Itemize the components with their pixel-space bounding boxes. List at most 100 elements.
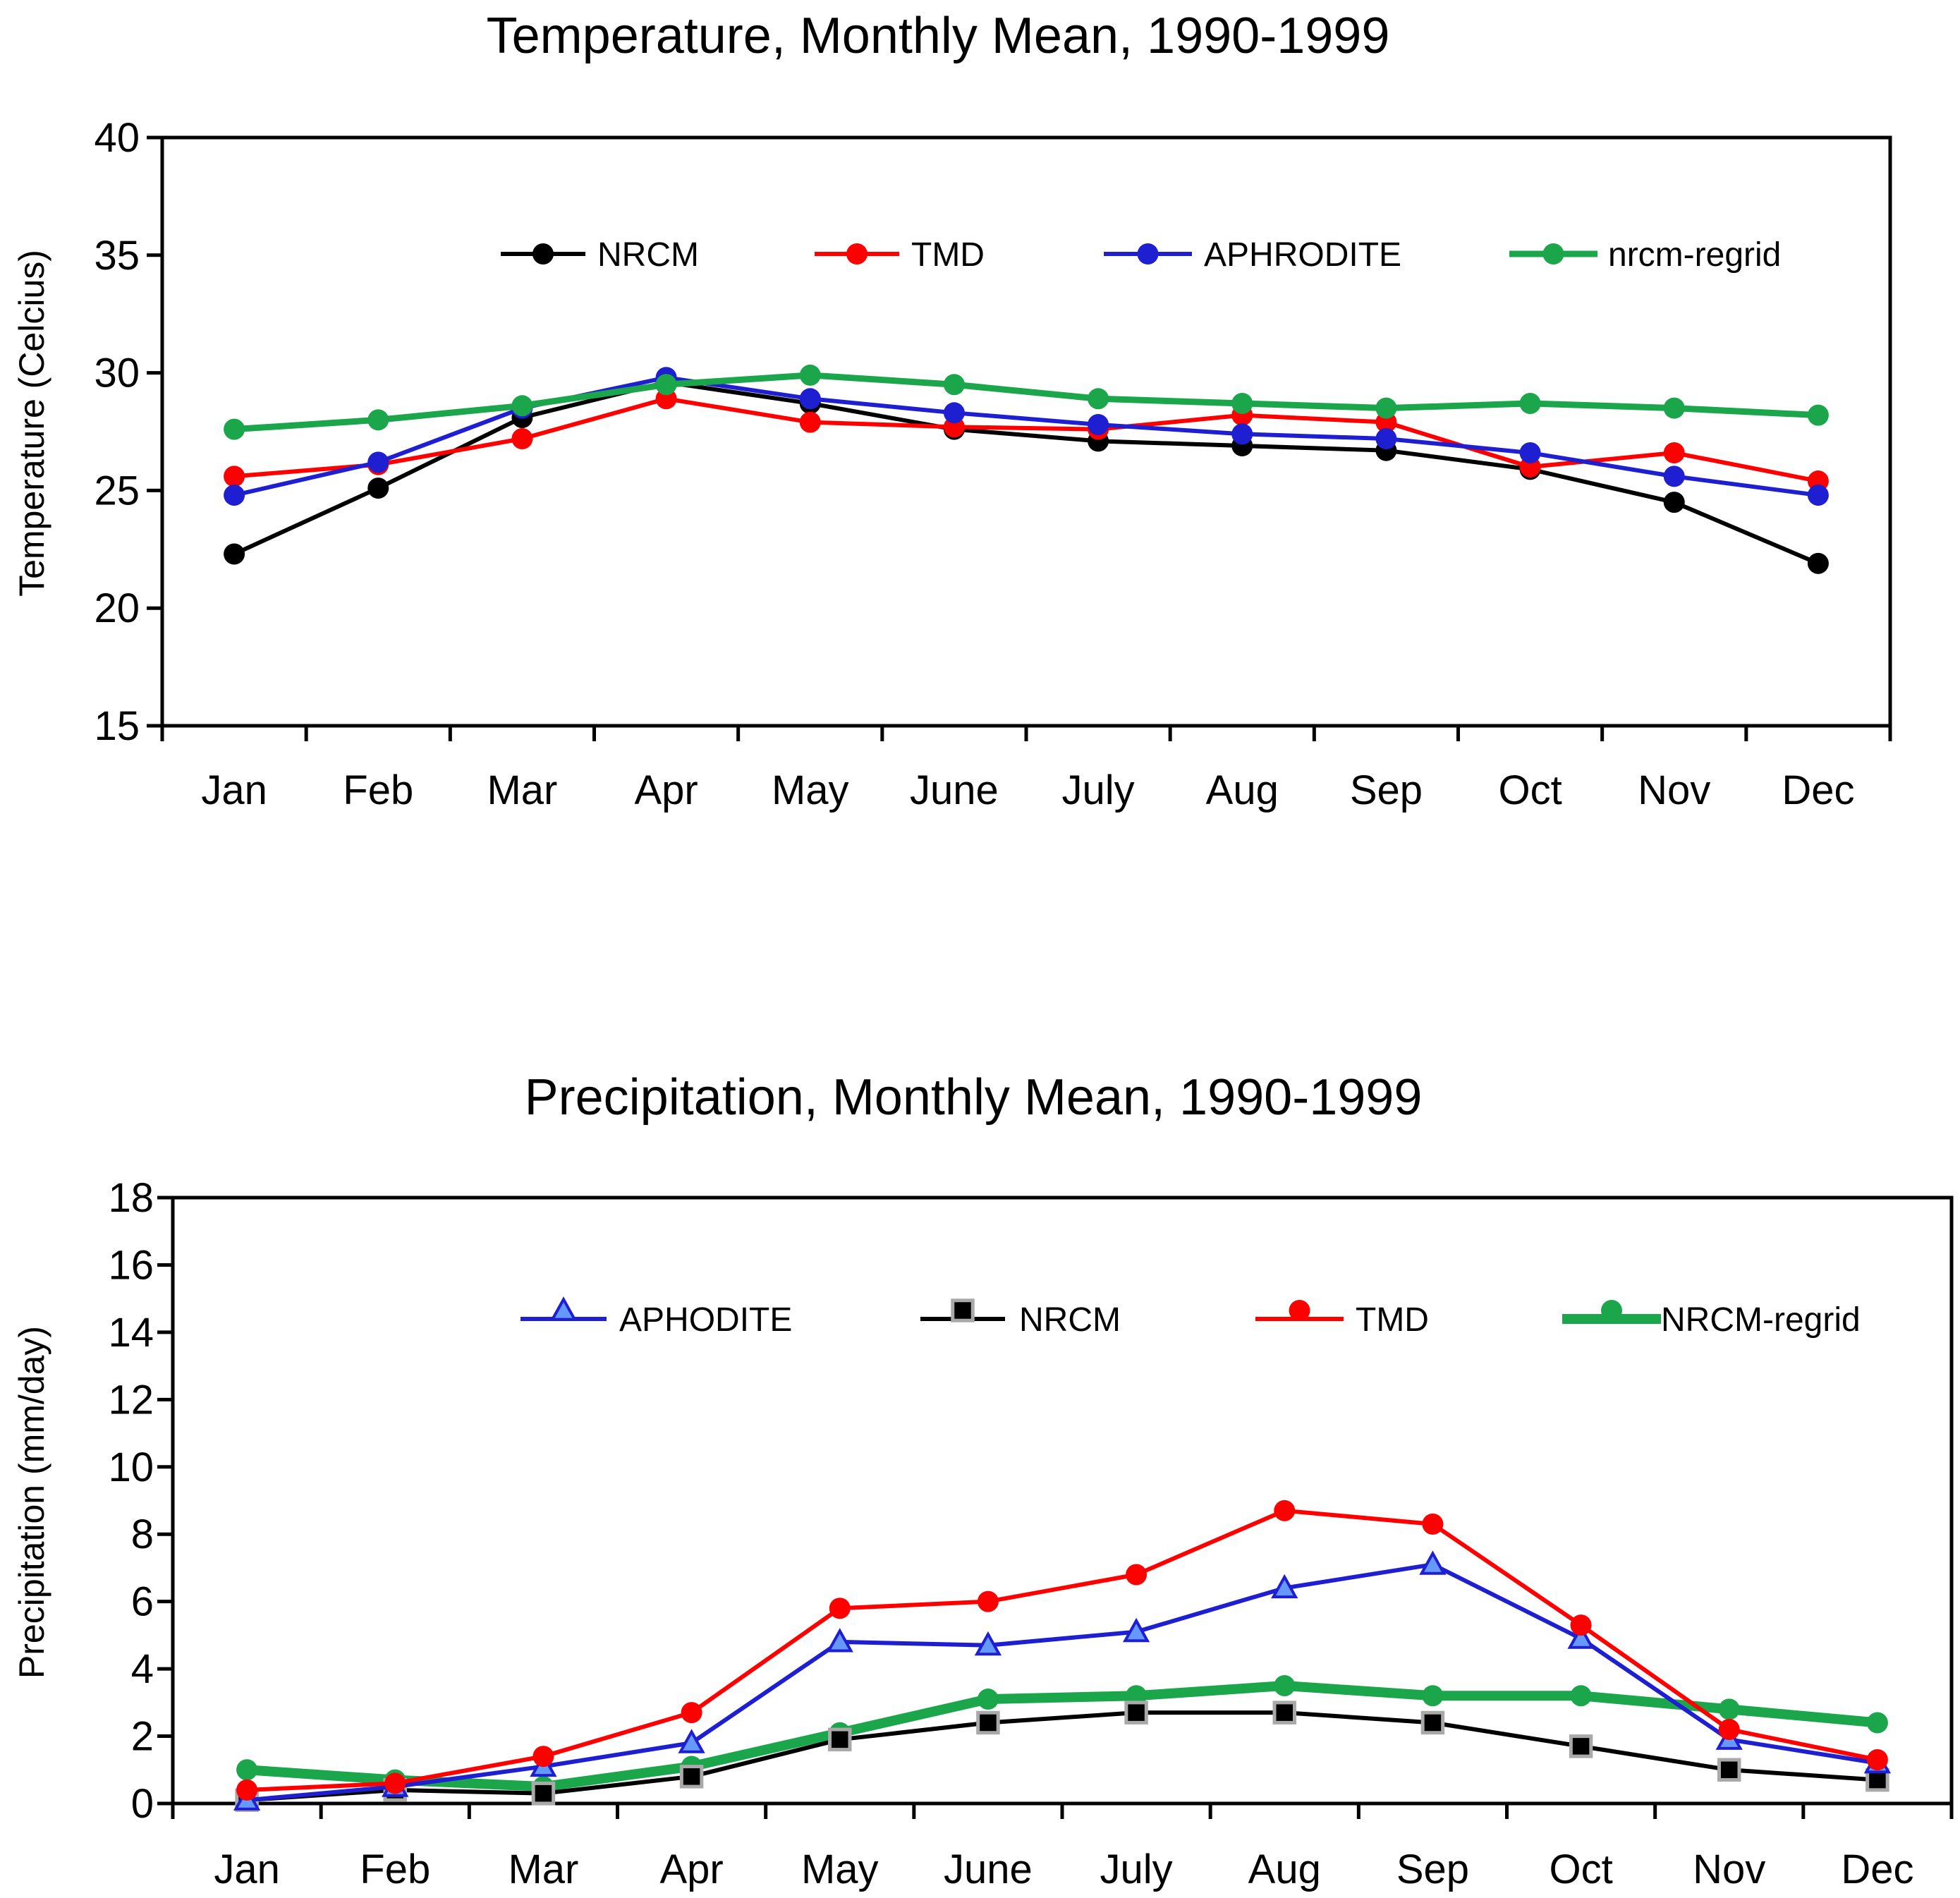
precipitation-point-nrcm-regrid [1866, 1712, 1888, 1734]
precipitation-point-aphodite [826, 1628, 853, 1653]
precipitation-point-tmd [1126, 1564, 1148, 1586]
precipitation-x-tick-label: Mar [508, 1847, 578, 1892]
precipitation-y-tick-label: 16 [108, 1242, 154, 1288]
temperature-x-tick-label: Sep [1350, 767, 1423, 813]
precipitation-x-tick-label: Dec [1841, 1847, 1913, 1892]
precipitation-chart-title: Precipitation, Monthly Mean, 1990-1999 [525, 1069, 1423, 1126]
temperature-x-tick-label: Nov [1638, 767, 1710, 813]
temperature-series-line-nrcm [233, 379, 1820, 566]
temperature-y-tick-label: 35 [94, 233, 140, 279]
precipitation-legend-marker-nrcm-regrid [1601, 1300, 1622, 1321]
temperature-y-axis-label: Temperature (Celcius) [12, 250, 51, 597]
temperature-point-nrcm-regrid [224, 418, 245, 440]
temperature-x-tick-label: Aug [1206, 767, 1279, 813]
precipitation-x-tick-label: May [801, 1847, 879, 1892]
precipitation-point-nrcm-regrid [1274, 1674, 1296, 1696]
temperature-legend-marker-tmd [846, 243, 868, 264]
precipitation-point-tmd [236, 1779, 258, 1801]
temperature-y-tick-label: 25 [94, 468, 140, 513]
temperature-x-tick-label: July [1062, 767, 1135, 813]
precipitation-legend-label-tmd: TMD [1356, 1301, 1429, 1339]
precipitation-point-nrcm [531, 1781, 556, 1806]
precipitation-point-nrcm [976, 1710, 1000, 1735]
precipitation-point-nrcm [1124, 1701, 1148, 1724]
precipitation-x-tick-label: Apr [659, 1847, 723, 1892]
temperature-point-aphrodite [1088, 413, 1109, 435]
precipitation-legend-label-nrcm-regrid: NRCM-regrid [1661, 1301, 1861, 1339]
precipitation-point-tmd [532, 1746, 554, 1768]
temperature-point-nrcm-regrid [367, 409, 389, 431]
precipitation-y-tick-label: 6 [131, 1579, 154, 1625]
precipitation-y-tick-label: 12 [108, 1377, 154, 1423]
temperature-point-aphrodite [224, 485, 245, 506]
temperature-point-nrcm-regrid [1231, 392, 1253, 414]
temperature-point-nrcm-regrid [1807, 404, 1829, 426]
temperature-legend-label-tmd: TMD [911, 236, 985, 274]
temperature-legend-marker-nrcm-regrid [1542, 243, 1564, 264]
temperature-point-tmd [224, 466, 245, 487]
precipitation-point-aphodite [1419, 1550, 1447, 1575]
precipitation-y-tick-label: 18 [108, 1175, 154, 1221]
temperature-x-tick-label: Oct [1498, 767, 1562, 813]
precipitation-x-tick-label: Jan [214, 1847, 280, 1892]
precipitation-y-tick-label: 14 [108, 1310, 154, 1356]
precipitation-point-nrcm-regrid [236, 1759, 258, 1781]
precipitation-y-tick-label: 10 [108, 1444, 154, 1490]
temperature-x-tick-label: Dec [1782, 767, 1854, 813]
temperature-x-tick-label: May [772, 767, 849, 813]
temperature-point-nrcm-regrid [943, 374, 965, 396]
temperature-point-nrcm [224, 543, 245, 565]
precipitation-x-tick-label: Feb [360, 1847, 430, 1892]
precipitation-point-tmd [681, 1702, 702, 1724]
precipitation-point-tmd [1422, 1513, 1444, 1535]
temperature-point-nrcm-regrid [511, 395, 533, 417]
precipitation-point-nrcm-regrid [977, 1689, 999, 1710]
temperature-y-tick-label: 40 [94, 115, 140, 161]
temperature-y-tick-label: 30 [94, 351, 140, 396]
precipitation-point-aphodite [1271, 1574, 1298, 1599]
temperature-chart: Temperature, Monthly Mean, 1990-1999 Tem… [12, 8, 1892, 813]
precipitation-point-aphodite [1567, 1624, 1595, 1649]
precipitation-series-line-aphodite [246, 1562, 1878, 1803]
precipitation-point-nrcm [1420, 1710, 1445, 1735]
precipitation-y-axis-label: Precipitation (mm/day) [12, 1326, 51, 1679]
temperature-legend-marker-aphrodite [1137, 243, 1159, 264]
temperature-legend-label-aphrodite: APHRODITE [1204, 236, 1401, 274]
precipitation-point-tmd [829, 1598, 851, 1619]
temperature-plot-frame [160, 135, 1892, 728]
precipitation-x-tick-label: Nov [1693, 1847, 1765, 1892]
precipitation-x-tick-label: Sep [1396, 1847, 1469, 1892]
temperature-point-nrcm [1807, 552, 1829, 574]
temperature-x-tick-label: Jan [201, 767, 267, 813]
temperature-point-nrcm [367, 477, 389, 499]
precipitation-legend-marker-aphodite [549, 1296, 578, 1321]
temperature-x-tick-label: Mar [487, 767, 557, 813]
temperature-series-line-tmd [233, 396, 1819, 483]
precipitation-x-tick-label: Oct [1549, 1847, 1612, 1892]
temperature-series-line-nrcm-regrid [233, 372, 1819, 433]
precipitation-chart: Precipitation, Monthly Mean, 1990-1999 P… [12, 1069, 1954, 1892]
precipitation-point-nrcm [1272, 1701, 1296, 1724]
temperature-point-aphrodite [367, 451, 389, 473]
precipitation-point-tmd [1274, 1499, 1296, 1521]
precipitation-legend-marker-nrcm [951, 1298, 975, 1322]
precipitation-y-tick-label: 4 [131, 1646, 154, 1692]
precipitation-legend-label-nrcm: NRCM [1019, 1301, 1121, 1339]
precipitation-point-tmd [1570, 1614, 1592, 1636]
temperature-series-line-aphrodite [233, 375, 1819, 498]
precipitation-point-nrcm [1569, 1734, 1593, 1758]
temperature-y-tick-label: 15 [94, 703, 140, 749]
precipitation-point-aphodite [974, 1631, 1002, 1656]
precipitation-series-line-nrcm [246, 1710, 1878, 1803]
temperature-point-nrcm [1663, 492, 1685, 513]
precipitation-point-nrcm [828, 1727, 852, 1752]
temperature-point-aphrodite [943, 402, 965, 424]
temperature-x-tick-label: Feb [343, 767, 413, 813]
precipitation-legend-marker-tmd [1289, 1300, 1310, 1321]
temperature-point-aphrodite [799, 388, 821, 410]
precipitation-point-nrcm [1717, 1758, 1741, 1782]
temperature-point-nrcm-regrid [1375, 397, 1397, 419]
precipitation-x-tick-label: June [944, 1847, 1033, 1892]
precipitation-point-nrcm [679, 1765, 704, 1789]
